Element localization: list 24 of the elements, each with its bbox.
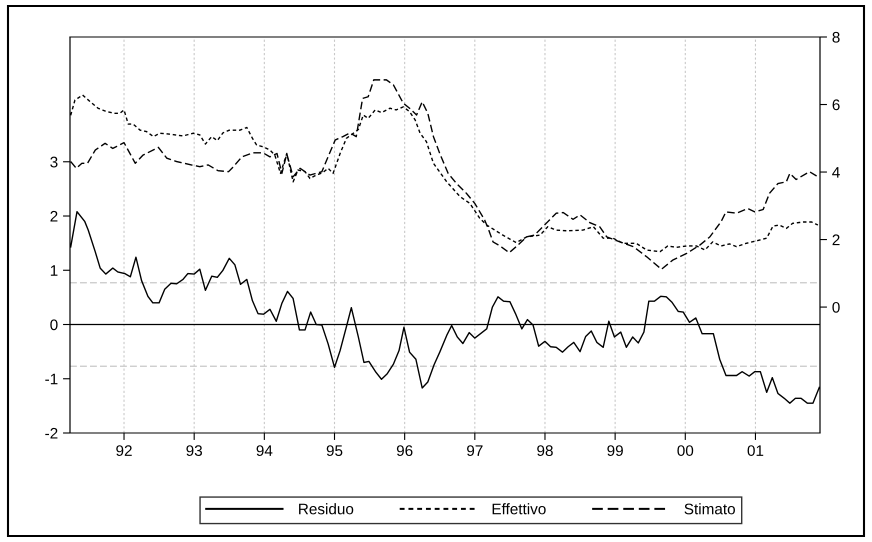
x-tick-label: 95 <box>326 445 342 456</box>
x-tick-label: 93 <box>186 445 202 456</box>
y2-tick-label: 8 <box>832 32 840 43</box>
y2-tick-label: 6 <box>832 99 840 110</box>
x-tick-label: 99 <box>607 445 623 456</box>
x-tick-label: 97 <box>467 445 483 456</box>
legend-label: Residuo <box>299 503 354 514</box>
y2-tick-label: 0 <box>832 302 840 313</box>
y-tick-label: 1 <box>50 265 58 276</box>
x-tick-label: 96 <box>396 445 412 456</box>
y2-tick-label: 4 <box>832 167 840 178</box>
x-tick-label: 94 <box>256 445 272 456</box>
y-tick-label: 2 <box>50 210 58 222</box>
y2-tick-label: 2 <box>832 234 840 246</box>
x-tick-label: 92 <box>116 445 132 456</box>
x-tick-label: 98 <box>537 445 553 456</box>
legend-label: Effettivo <box>492 503 546 514</box>
y-tick-label: -1 <box>45 374 58 384</box>
x-tick-label: 00 <box>677 445 694 456</box>
y-tick-label: 0 <box>50 319 58 330</box>
y-tick-label: -2 <box>45 428 58 439</box>
x-tick-label: 01 <box>748 445 764 456</box>
y-tick-label: 3 <box>50 156 58 168</box>
legend-label: Stimato <box>684 503 735 514</box>
